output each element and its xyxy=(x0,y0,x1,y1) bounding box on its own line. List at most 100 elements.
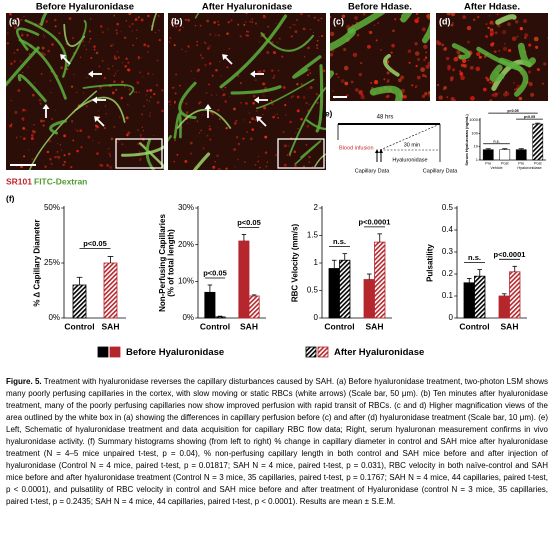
x-tick-label: Post xyxy=(534,162,543,166)
rbc-speckle xyxy=(141,126,144,129)
rbc-speckle xyxy=(137,56,140,59)
rbc-speckle xyxy=(97,110,100,112)
rbc-speckle xyxy=(286,153,289,157)
rbc-speckle xyxy=(92,139,94,142)
rbc-speckle xyxy=(147,72,150,75)
rbc-speckle xyxy=(154,32,157,34)
rbc-speckle xyxy=(297,127,299,130)
y-tick-label: 1 xyxy=(314,258,319,267)
rbc-speckle xyxy=(467,59,470,62)
vessel xyxy=(489,64,505,82)
rbc-speckle xyxy=(101,31,104,34)
rbc-speckle xyxy=(184,18,187,21)
rbc-speckle xyxy=(243,23,246,26)
rbc-speckle xyxy=(67,152,71,156)
rbc-speckle xyxy=(251,128,255,131)
rbc-speckle xyxy=(318,35,320,37)
rbc-speckle xyxy=(294,30,298,34)
rbc-speckle xyxy=(397,78,402,83)
rbc-speckle xyxy=(217,20,219,23)
rbc-speckle xyxy=(316,44,319,47)
rbc-speckle xyxy=(230,19,233,22)
arrow xyxy=(60,54,71,65)
rbc-speckle xyxy=(142,76,144,78)
rbc-speckle xyxy=(316,47,319,50)
x-tick-label: Control xyxy=(324,321,354,331)
error-bar xyxy=(501,293,507,296)
rbc-speckle xyxy=(415,85,418,88)
rbc-speckle xyxy=(459,71,464,76)
rbc-speckle xyxy=(200,129,202,132)
rbc-speckle xyxy=(274,114,276,116)
rbc-speckle xyxy=(13,60,16,63)
stain-label: SR101 xyxy=(6,176,32,186)
rbc-speckle xyxy=(205,92,208,94)
y-tick-label: 1000 xyxy=(469,117,479,122)
rbc-speckle xyxy=(172,21,175,24)
rbc-speckle xyxy=(343,65,349,71)
rbc-speckle xyxy=(85,105,88,108)
rbc-speckle xyxy=(330,52,334,57)
vessel xyxy=(173,112,182,139)
rbc-speckle xyxy=(307,14,310,17)
rbc-speckle xyxy=(174,92,177,95)
rbc-speckle xyxy=(541,82,545,85)
vessel xyxy=(255,78,315,109)
rbc-speckle xyxy=(209,138,212,141)
error-bar xyxy=(466,277,472,283)
rbc-speckle xyxy=(257,155,260,158)
rbc-speckle xyxy=(173,100,176,103)
rbc-speckle xyxy=(76,91,78,93)
rbc-speckle xyxy=(22,127,26,130)
error-bar xyxy=(477,269,483,277)
rbc-speckle xyxy=(40,73,43,75)
error-bar xyxy=(518,148,524,150)
rbc-speckle xyxy=(283,144,287,148)
significance-label: p<0.0001 xyxy=(494,250,526,259)
rbc-speckle xyxy=(89,18,92,20)
y-tick-label: 0.3 xyxy=(442,247,454,256)
rbc-speckle xyxy=(266,50,270,54)
rbc-speckle xyxy=(125,20,128,22)
rbc-speckle xyxy=(217,167,221,170)
rbc-speckle xyxy=(377,22,380,25)
rbc-speckle xyxy=(168,41,171,44)
rbc-speckle xyxy=(490,42,494,47)
rbc-speckle xyxy=(41,51,44,55)
rbc-speckle xyxy=(117,56,120,59)
vessel xyxy=(347,13,386,34)
arrow xyxy=(254,96,268,104)
rbc-speckle xyxy=(42,34,45,36)
rbc-speckle xyxy=(76,130,79,132)
rbc-speckle xyxy=(421,27,426,32)
arrow-head xyxy=(204,104,212,109)
rbc-speckle xyxy=(136,81,140,85)
rbc-speckle xyxy=(13,52,16,54)
rbc-speckle xyxy=(366,44,371,49)
rbc-speckle xyxy=(251,21,254,23)
rbc-speckle xyxy=(243,161,246,163)
y-tick-label: 10 xyxy=(474,144,479,149)
rbc-speckle xyxy=(373,24,376,27)
rbc-speckle xyxy=(309,28,312,31)
rbc-speckle xyxy=(105,113,107,115)
rbc-speckle xyxy=(156,59,159,62)
rbc-speckle xyxy=(265,165,268,168)
rbc-speckle xyxy=(116,69,119,72)
rbc-speckle xyxy=(249,20,252,23)
y-tick-label: 1.5 xyxy=(307,231,319,240)
x-tick-label: Pre xyxy=(485,162,491,166)
y-tick-label: 20% xyxy=(178,240,194,249)
event-label: Capillary Data xyxy=(355,168,390,174)
rbc-speckle xyxy=(511,36,517,42)
vessel xyxy=(176,109,232,129)
legend-swatch xyxy=(109,346,121,358)
rbc-speckle xyxy=(263,106,267,110)
rbc-speckle xyxy=(514,19,519,24)
rbc-speckle xyxy=(414,51,420,56)
error-bar xyxy=(107,255,114,263)
panel-label: (b) xyxy=(171,16,183,26)
rbc-speckle xyxy=(358,72,363,77)
rbc-speckle xyxy=(28,149,30,151)
rbc-speckle xyxy=(49,157,52,161)
